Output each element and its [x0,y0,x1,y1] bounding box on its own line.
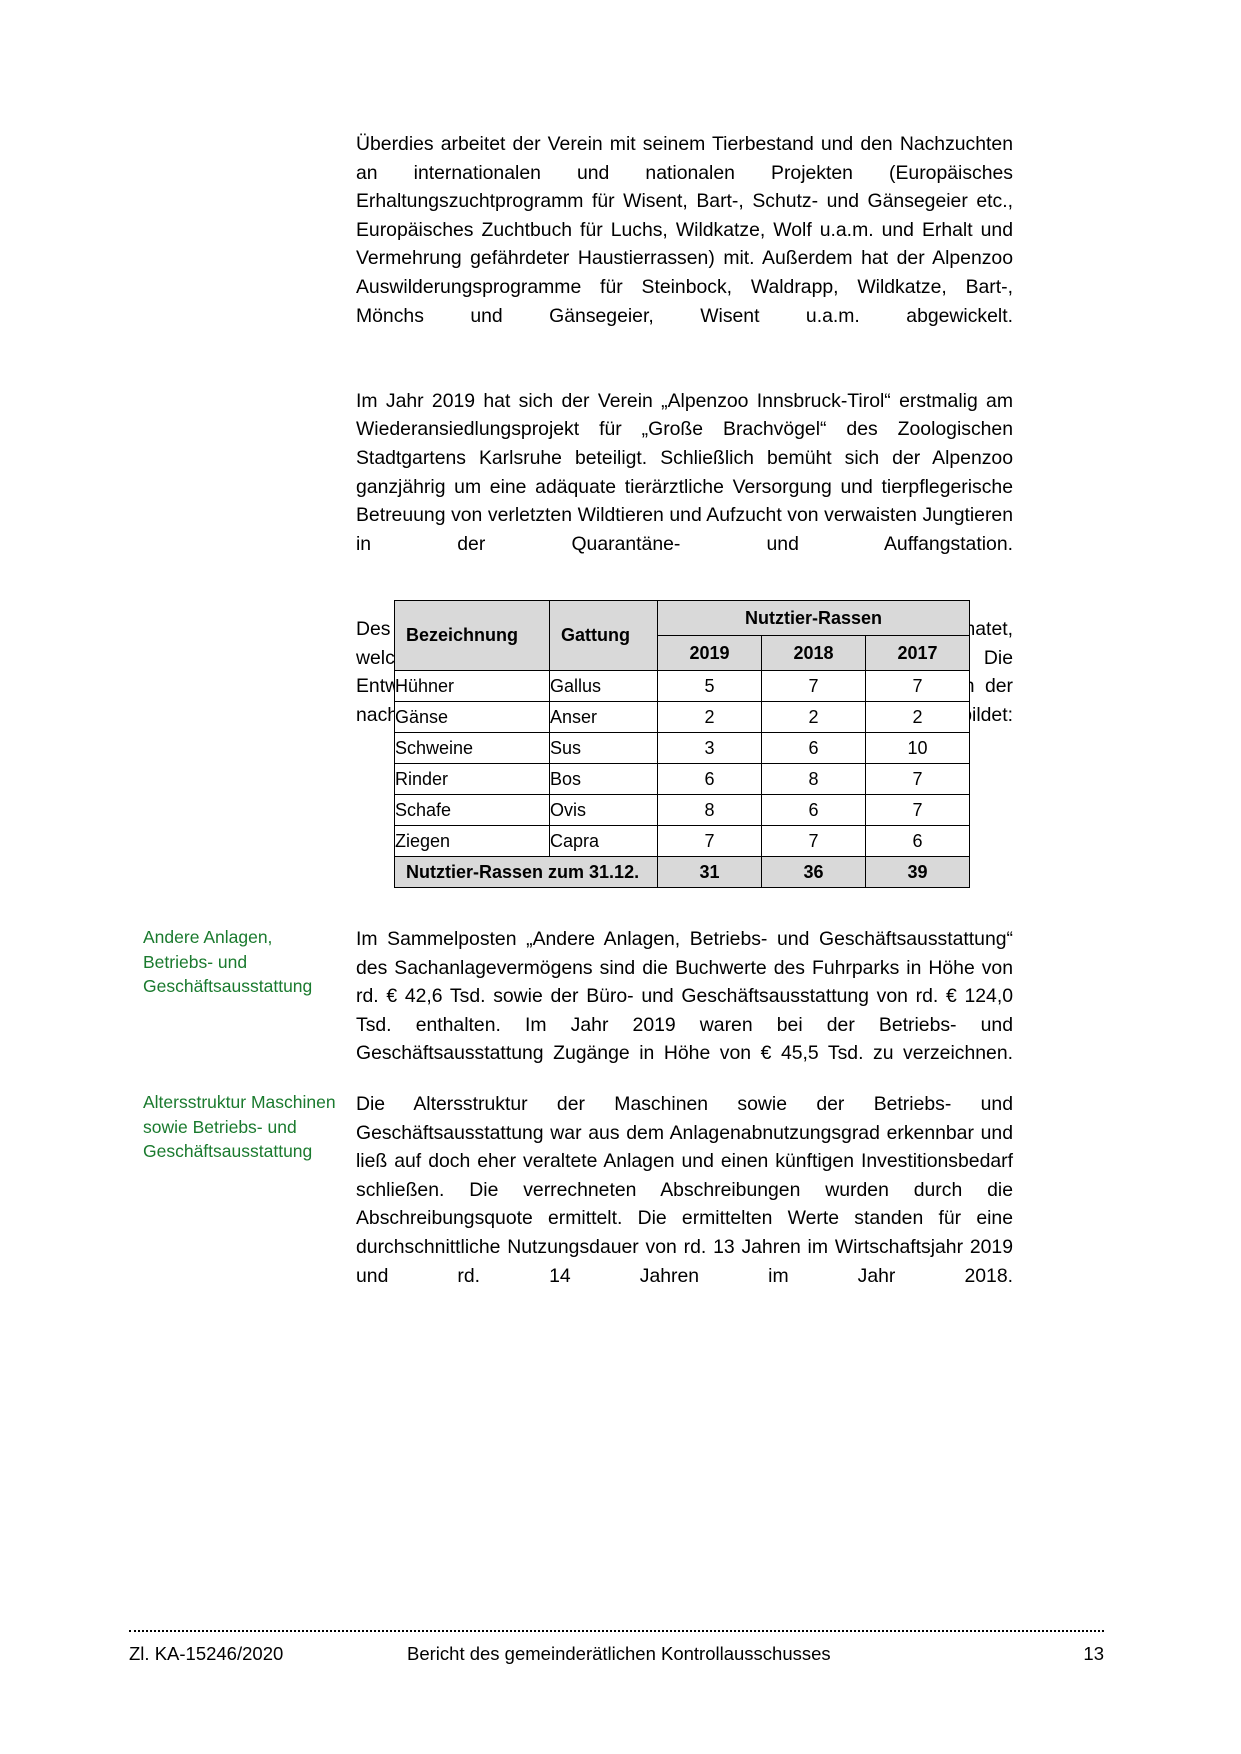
cell-2017: 7 [864,794,971,826]
footer-reference: Zl. KA-15246/2020 [129,1643,284,1664]
header-year-2019: 2019 [657,635,762,671]
total-2017: 39 [864,856,971,888]
body-text-altersstruktur: Die Altersstruktur der Maschinen sowie d… [356,1090,1013,1347]
cell-bezeichnung: Schweine [394,732,550,764]
cell-2019: 3 [657,732,762,764]
header-group-nutztier-rassen: Nutztier-Rassen [656,600,971,636]
paragraph-1: Überdies arbeitet der Verein mit seinem … [356,133,1013,327]
header-year-2017: 2017 [864,635,971,671]
paragraph-5: Die Altersstruktur der Maschinen sowie d… [356,1093,1013,1287]
cell-bezeichnung: Gänse [394,701,550,733]
cell-2018: 7 [761,825,866,857]
cell-bezeichnung: Hühner [394,670,550,702]
header-bezeichnung: Bezeichnung [394,600,550,671]
cell-2018: 8 [761,763,866,795]
cell-2019: 8 [657,794,762,826]
table-row: Hühner Gallus 5 7 7 [394,670,971,702]
page-footer: Zl. KA-15246/2020 Bericht des gemeinderä… [129,1630,1104,1665]
total-2018: 36 [761,856,866,888]
cell-2017: 2 [864,701,971,733]
table-head: Bezeichnung Gattung Nutztier-Rassen 2019… [394,600,971,671]
total-2019: 31 [657,856,762,888]
cell-2019: 5 [657,670,762,702]
cell-bezeichnung: Schafe [394,794,550,826]
cell-2017: 6 [864,825,971,857]
body-text-andere-anlagen: Im Sammelposten „Andere Anlagen, Betrieb… [356,925,1013,1125]
cell-gattung: Capra [549,825,658,857]
header-gattung: Gattung [549,600,658,671]
cell-2017: 10 [864,732,971,764]
margin-note-altersstruktur: Altersstruktur Maschinen sowie Betriebs-… [143,1092,336,1161]
footer-page-number: 13 [1083,1643,1104,1664]
cell-2017: 7 [864,670,971,702]
table-row: Gänse Anser 2 2 2 [394,701,971,733]
cell-2018: 6 [761,732,866,764]
paragraph-2: Im Jahr 2019 hat sich der Verein „Alpenz… [356,389,1013,555]
total-label: Nutztier-Rassen zum 31.12. [394,856,658,888]
cell-gattung: Ovis [549,794,658,826]
header-year-2018: 2018 [761,635,866,671]
cell-gattung: Anser [549,701,658,733]
table-row: Schweine Sus 3 6 10 [394,732,971,764]
cell-2018: 7 [761,670,866,702]
footer-divider [129,1630,1104,1632]
cell-2019: 2 [657,701,762,733]
cell-2018: 2 [761,701,866,733]
footer-row: Zl. KA-15246/2020 Bericht des gemeinderä… [129,1643,1104,1665]
margin-note-andere-anlagen: Andere Anlagen, Betriebs- und Geschäftsa… [143,927,313,996]
table-row: Schafe Ovis 8 6 7 [394,794,971,826]
table-header-row-group: Bezeichnung Gattung Nutztier-Rassen [394,600,971,671]
table-body: Hühner Gallus 5 7 7 Gänse Anser 2 2 2 Sc… [394,670,971,888]
cell-2019: 7 [657,825,762,857]
nutztier-rassen-table-wrapper: Bezeichnung Gattung Nutztier-Rassen 2019… [394,600,971,888]
nutztier-rassen-table: Bezeichnung Gattung Nutztier-Rassen 2019… [394,600,971,888]
cell-2018: 6 [761,794,866,826]
table-row: Rinder Bos 6 8 7 [394,763,971,795]
cell-gattung: Bos [549,763,658,795]
table-total-row: Nutztier-Rassen zum 31.12. 31 36 39 [394,856,971,888]
table-header-row-years: 2019 2018 2017 [395,635,971,671]
table-row: Ziegen Capra 7 7 6 [394,825,971,857]
cell-2019: 6 [657,763,762,795]
cell-bezeichnung: Ziegen [394,825,550,857]
cell-2017: 7 [864,763,971,795]
cell-gattung: Gallus [549,670,658,702]
cell-gattung: Sus [549,732,658,764]
cell-bezeichnung: Rinder [394,763,550,795]
paragraph-4: Im Sammelposten „Andere Anlagen, Betrieb… [356,928,1013,1065]
footer-title: Bericht des gemeinderätlichen Kontrollau… [407,1643,831,1664]
